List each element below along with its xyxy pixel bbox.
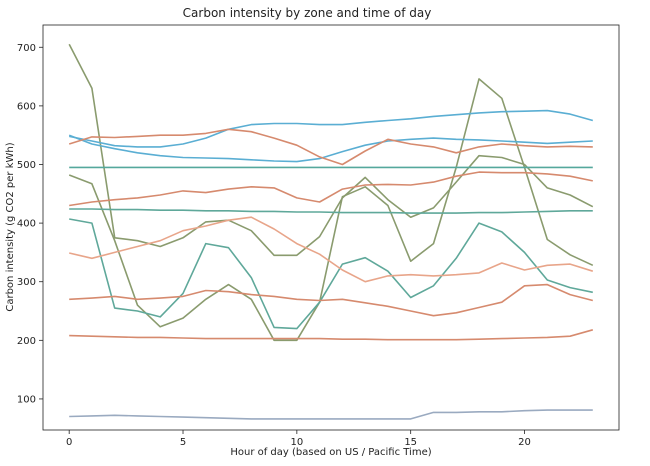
- plot-series-group: [68, 43, 594, 420]
- series-line-7: [68, 134, 593, 163]
- y-tick-label: 500: [17, 160, 36, 171]
- x-tick-label: 0: [66, 437, 72, 448]
- x-tick-label: 5: [180, 437, 186, 448]
- chart-title: Carbon intensity by zone and time of day: [183, 6, 432, 20]
- y-tick-label: 400: [17, 219, 36, 230]
- series-line-8: [68, 128, 593, 166]
- series-line-11: [69, 283, 594, 317]
- y-tick-label: 600: [17, 101, 36, 112]
- plot-frame: [42, 24, 620, 431]
- y-tick-label: 200: [17, 336, 36, 347]
- series-line-3: [69, 218, 593, 330]
- series-line-1: [68, 43, 594, 257]
- series-line-10: [69, 216, 594, 283]
- series-line-5: [69, 208, 593, 214]
- y-tick-label: 700: [17, 43, 36, 54]
- x-tick-label: 10: [290, 437, 303, 448]
- series-line-2: [68, 78, 594, 342]
- series-line-9: [69, 171, 593, 207]
- y-axis-label: Carbon intensity (g CO2 per kWh): [5, 142, 16, 311]
- x-axis-label: Hour of day (based on US / Pacific Time): [230, 447, 431, 458]
- y-tick-label: 100: [17, 394, 36, 405]
- x-tick-label: 20: [518, 437, 531, 448]
- series-line-13: [69, 409, 593, 420]
- series-line-6: [69, 109, 594, 148]
- axes-group: 0 5 10 15 20 100 200 300 400 500 600 700: [17, 43, 531, 448]
- series-line-12: [69, 329, 594, 341]
- y-tick-label: 300: [17, 277, 36, 288]
- x-tick-label: 15: [404, 437, 417, 448]
